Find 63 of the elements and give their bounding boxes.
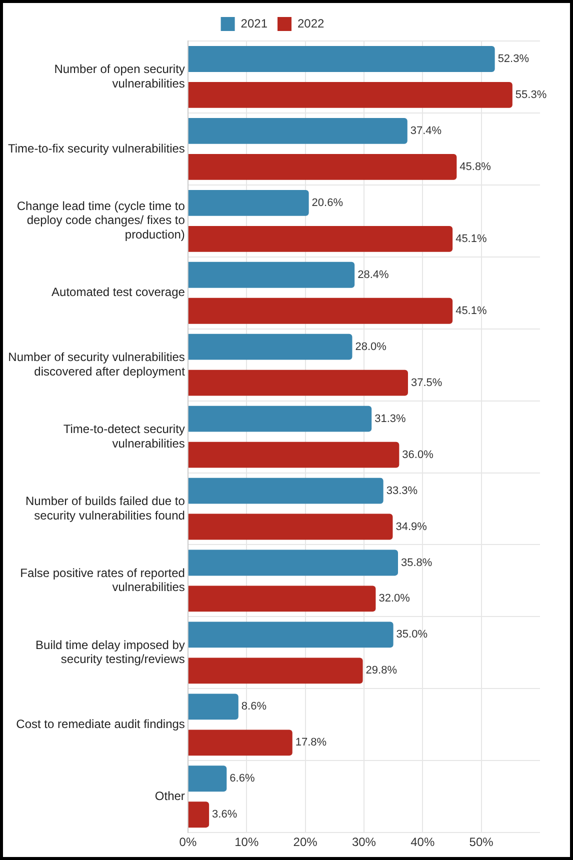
bar bbox=[188, 118, 408, 144]
legend-label: 2021 bbox=[240, 16, 268, 30]
data-label: 34.9% bbox=[396, 520, 428, 533]
data-label: 37.4% bbox=[410, 124, 442, 137]
x-tick-label: 10% bbox=[234, 835, 259, 850]
bar bbox=[188, 154, 457, 180]
y-tick-label: Change lead time (cycle time to deploy code changes/ fixes to production) bbox=[16, 198, 186, 242]
data-label: 28.4% bbox=[358, 268, 389, 281]
y-tick-label: Time-to-detect security vulnerabilities bbox=[63, 422, 185, 450]
bar bbox=[188, 586, 376, 612]
y-tick-label: Number of builds failed due to security vulnerabilities found bbox=[26, 494, 186, 522]
data-label: 55.3% bbox=[515, 89, 547, 102]
legend-label: 2022 bbox=[298, 16, 325, 30]
data-label: 8.6% bbox=[241, 700, 267, 713]
data-label: 6.6% bbox=[230, 772, 255, 785]
data-label: 45.1% bbox=[456, 232, 487, 245]
y-tick-label: Build time delay imposed by security testing/reviews bbox=[36, 638, 185, 666]
y-tick-label: Number of open security vulnerabilities bbox=[54, 62, 185, 90]
y-tick-label: Time-to-fix security vulnerabilities bbox=[8, 141, 185, 156]
data-label: 20.6% bbox=[312, 196, 344, 209]
data-label: 17.8% bbox=[295, 736, 327, 749]
bar bbox=[188, 370, 408, 396]
bar bbox=[188, 46, 495, 72]
bar bbox=[188, 190, 309, 216]
data-label: 32.0% bbox=[378, 592, 410, 605]
data-label: 52.3% bbox=[498, 53, 530, 66]
data-label: 33.3% bbox=[386, 484, 418, 497]
bar bbox=[188, 550, 398, 576]
data-label: 3.6% bbox=[212, 808, 238, 821]
bar bbox=[188, 694, 238, 720]
data-label: 36.0% bbox=[402, 448, 434, 461]
bar bbox=[188, 802, 210, 828]
bar bbox=[188, 658, 363, 684]
bar bbox=[188, 766, 227, 792]
y-tick-label: Other bbox=[154, 788, 185, 803]
x-tick-label: 40% bbox=[410, 835, 435, 850]
bar bbox=[188, 262, 355, 288]
data-label: 45.1% bbox=[456, 304, 487, 317]
data-label: 45.8% bbox=[460, 160, 492, 173]
y-tick-label: Automated test coverage bbox=[52, 285, 186, 300]
bar bbox=[188, 730, 292, 756]
x-tick-label: 20% bbox=[293, 835, 318, 850]
bar bbox=[188, 226, 453, 252]
x-tick-label: 30% bbox=[352, 835, 376, 850]
x-tick-label: 0% bbox=[179, 835, 197, 850]
bar bbox=[188, 298, 453, 324]
bar bbox=[188, 82, 512, 108]
bar bbox=[188, 622, 394, 648]
data-label: 31.3% bbox=[374, 412, 406, 425]
y-tick-label: False positive rates of reported vulnerabilities bbox=[20, 566, 185, 594]
data-label: 35.0% bbox=[396, 628, 428, 641]
bar bbox=[188, 406, 372, 432]
data-label: 29.8% bbox=[366, 664, 398, 677]
bar bbox=[188, 442, 400, 468]
bar bbox=[188, 478, 384, 504]
data-label: 35.8% bbox=[401, 556, 432, 569]
data-label: 37.5% bbox=[410, 376, 442, 389]
bar bbox=[188, 334, 352, 360]
data-label: 28.0% bbox=[355, 340, 387, 353]
y-tick-label: Number of security vulnerabilities discovered after deployment bbox=[8, 350, 186, 378]
x-tick-label: 50% bbox=[469, 835, 494, 850]
y-tick-label: Cost to remediate audit findings bbox=[16, 716, 185, 731]
bar bbox=[188, 514, 393, 540]
